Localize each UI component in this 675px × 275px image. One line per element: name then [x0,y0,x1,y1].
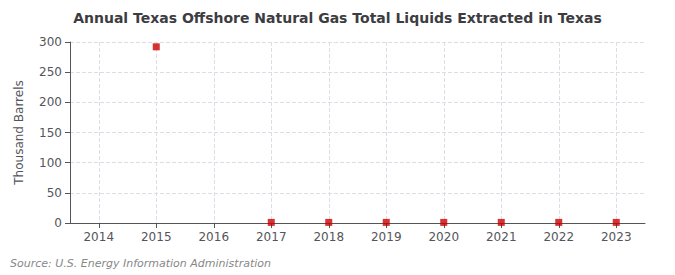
svg-text:2019: 2019 [371,230,402,244]
svg-text:Thousand Barrels: Thousand Barrels [12,80,26,185]
svg-text:0: 0 [54,216,62,230]
svg-text:Annual Texas Offshore Natural: Annual Texas Offshore Natural Gas Total … [73,10,602,26]
svg-text:250: 250 [39,65,62,79]
svg-text:150: 150 [39,126,62,140]
svg-text:2021: 2021 [486,230,517,244]
svg-text:2014: 2014 [83,230,114,244]
svg-text:2020: 2020 [428,230,459,244]
svg-text:2016: 2016 [198,230,229,244]
svg-text:200: 200 [39,95,62,109]
svg-text:Source: U.S. Energy Informatio: Source: U.S. Energy Information Administ… [10,257,271,270]
svg-text:2023: 2023 [601,230,632,244]
svg-text:2015: 2015 [141,230,172,244]
svg-text:2017: 2017 [256,230,287,244]
svg-text:300: 300 [39,35,62,49]
svg-text:2018: 2018 [313,230,344,244]
svg-text:100: 100 [39,156,62,170]
svg-text:2022: 2022 [543,230,574,244]
svg-text:50: 50 [47,186,62,200]
